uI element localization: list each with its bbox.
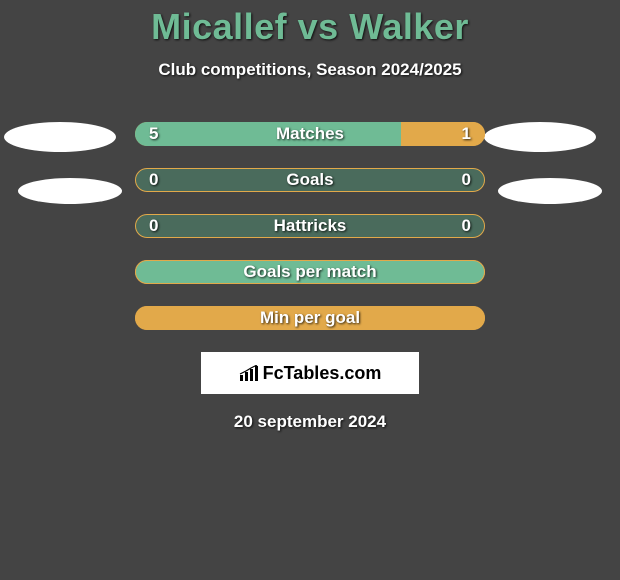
- stat-value-right: 0: [462, 216, 471, 236]
- stat-value-right: 1: [462, 124, 471, 144]
- chart-icon: [239, 365, 259, 381]
- stat-row: Hattricks0 0: [135, 214, 485, 238]
- decorative-ellipse: [4, 122, 116, 152]
- decorative-ellipse: [484, 122, 596, 152]
- stat-value-left: 0: [149, 170, 158, 190]
- stat-label: Hattricks: [135, 216, 485, 236]
- decorative-ellipse: [498, 178, 602, 204]
- stat-row: Goals per match: [135, 260, 485, 284]
- stat-label: Matches: [135, 124, 485, 144]
- stat-value-left: 0: [149, 216, 158, 236]
- stat-value-left: 5: [149, 124, 158, 144]
- stat-label: Goals: [135, 170, 485, 190]
- stat-row: Matches5 1: [135, 122, 485, 146]
- stat-row: Min per goal: [135, 306, 485, 330]
- stat-value-right: 0: [462, 170, 471, 190]
- date-line: 20 september 2024: [0, 412, 620, 432]
- page-subtitle: Club competitions, Season 2024/2025: [0, 60, 620, 80]
- brand-text: FcTables.com: [239, 363, 382, 384]
- decorative-ellipse: [18, 178, 122, 204]
- brand-box: FcTables.com: [201, 352, 419, 394]
- stat-label: Goals per match: [135, 262, 485, 282]
- page-title: Micallef vs Walker: [0, 0, 620, 48]
- brand-label: FcTables.com: [263, 363, 382, 384]
- stat-row: Goals0 0: [135, 168, 485, 192]
- stats-container: Matches51Goals00Hattricks00Goals per mat…: [0, 122, 620, 330]
- stat-label: Min per goal: [135, 308, 485, 328]
